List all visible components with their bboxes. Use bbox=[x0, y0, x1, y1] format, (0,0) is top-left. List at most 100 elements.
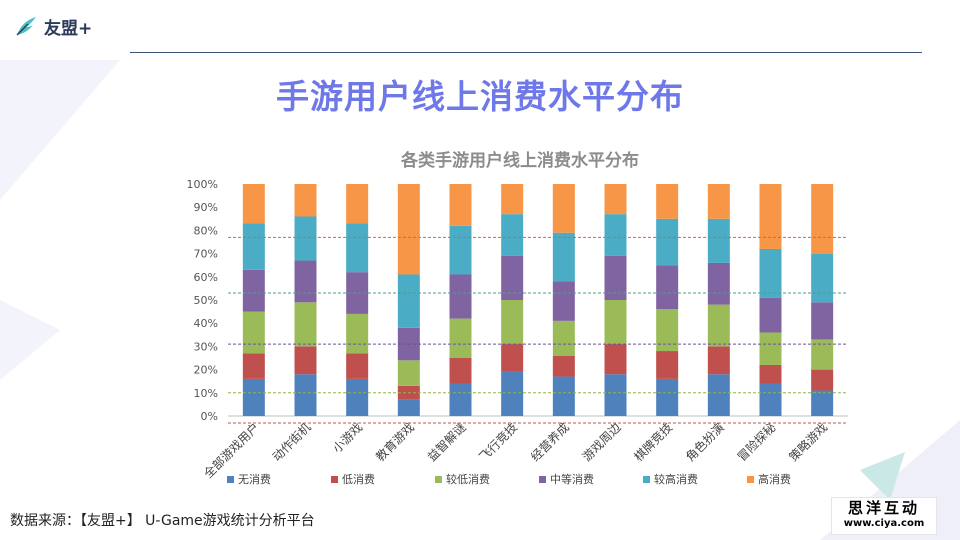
bar-segment bbox=[346, 223, 369, 273]
x-tick-label: 全部游戏用户 bbox=[200, 420, 262, 482]
page-title: 手游用户线上消费水平分布 bbox=[276, 77, 684, 116]
watermark-name: 思洋互动 bbox=[847, 499, 920, 517]
y-tick-label: 50% bbox=[194, 294, 218, 307]
y-tick-label: 30% bbox=[194, 340, 218, 353]
bar-segment bbox=[759, 364, 782, 384]
brand-logo: 友盟+ bbox=[14, 14, 92, 39]
x-tick-label: 棋牌竞技 bbox=[631, 420, 675, 464]
bar-segment bbox=[604, 214, 627, 256]
bar-segment bbox=[759, 332, 782, 365]
legend-swatch bbox=[539, 476, 546, 483]
bar-segment bbox=[811, 253, 834, 303]
x-tick-label: 益智解谜 bbox=[424, 420, 469, 465]
bar-segment bbox=[604, 374, 627, 416]
y-tick-label: 80% bbox=[194, 224, 218, 237]
legend-label: 中等消费 bbox=[550, 472, 594, 486]
y-tick-label: 0% bbox=[201, 410, 218, 423]
bar-segment bbox=[552, 184, 575, 233]
x-tick-label: 角色扮演 bbox=[682, 420, 727, 465]
bar-segment bbox=[656, 378, 679, 416]
legend-label: 无消费 bbox=[238, 472, 271, 486]
bar-segment bbox=[707, 374, 730, 416]
legend-label: 较低消费 bbox=[446, 472, 490, 486]
bar-segment bbox=[242, 223, 265, 270]
legend-swatch bbox=[227, 476, 234, 483]
bar-segment bbox=[707, 304, 730, 347]
bar-segment bbox=[346, 272, 369, 314]
x-tick-label: 飞行竞技 bbox=[476, 420, 520, 464]
bar-segment bbox=[604, 344, 627, 375]
y-tick-label: 70% bbox=[194, 248, 218, 261]
bar-segment bbox=[294, 260, 317, 303]
bar-segment bbox=[242, 311, 265, 354]
bar-segment bbox=[656, 218, 679, 266]
bar-segment bbox=[242, 184, 265, 224]
bar-segment bbox=[759, 297, 782, 333]
bar-segment bbox=[397, 399, 420, 416]
bar-segment bbox=[449, 225, 472, 275]
bar-segment bbox=[707, 262, 730, 305]
data-source-note: 数据来源：【友盟+】 U-Game游戏统计分析平台 bbox=[10, 513, 315, 529]
y-tick-label: 60% bbox=[194, 271, 218, 284]
bar-segment bbox=[294, 302, 317, 347]
bar-segment bbox=[811, 339, 834, 370]
bar-segment bbox=[552, 232, 575, 282]
bar-segment bbox=[552, 355, 575, 377]
bar-segment bbox=[397, 274, 420, 328]
bar-segment bbox=[604, 300, 627, 345]
bar-segment bbox=[346, 313, 369, 354]
x-tick-label: 动作街机 bbox=[270, 420, 314, 464]
bar-segment bbox=[656, 309, 679, 352]
bar-segment bbox=[552, 281, 575, 321]
bar-segment bbox=[242, 353, 265, 379]
x-tick-label: 经营养成 bbox=[527, 420, 572, 465]
legend-label: 低消费 bbox=[342, 472, 375, 486]
watermark-logo: 思洋互动 www.ciya.com bbox=[831, 497, 937, 535]
teal-triangle-decoration bbox=[860, 452, 905, 500]
legend-swatch bbox=[331, 476, 338, 483]
bar-segment bbox=[604, 184, 627, 215]
bar-segment bbox=[811, 369, 834, 391]
feather-logo-icon bbox=[16, 16, 36, 35]
bar-segment bbox=[707, 218, 730, 263]
bar-segment bbox=[294, 216, 317, 261]
x-tick-label: 小游戏 bbox=[330, 420, 365, 455]
y-tick-label: 90% bbox=[194, 201, 218, 214]
bar-segment bbox=[501, 371, 524, 416]
bar-segment bbox=[707, 184, 730, 219]
watermark-url: www.ciya.com bbox=[843, 518, 925, 529]
bar-segment bbox=[397, 184, 420, 275]
bar-segment bbox=[811, 302, 834, 340]
bar-segment bbox=[707, 346, 730, 375]
legend-label: 较高消费 bbox=[654, 472, 698, 486]
bar-segment bbox=[449, 383, 472, 416]
bar-segment bbox=[294, 346, 317, 375]
bar-segment bbox=[552, 376, 575, 416]
bar-segment bbox=[501, 255, 524, 300]
x-tick-label: 冒险探秘 bbox=[734, 420, 779, 465]
y-tick-label: 100% bbox=[187, 178, 218, 191]
y-tick-label: 20% bbox=[194, 364, 218, 377]
y-tick-label: 10% bbox=[194, 387, 218, 400]
chart-title: 各类手游用户线上消费水平分布 bbox=[400, 150, 639, 171]
bar-segment bbox=[449, 358, 472, 384]
bar-segment bbox=[656, 184, 679, 219]
bar-segment bbox=[294, 374, 317, 416]
bar-segment bbox=[242, 378, 265, 416]
bar-segment bbox=[449, 274, 472, 319]
bar-segment bbox=[294, 184, 317, 217]
bar-segment bbox=[552, 320, 575, 356]
bar-segment bbox=[242, 269, 265, 312]
legend-label: 高消费 bbox=[758, 472, 791, 486]
header-divider bbox=[130, 52, 922, 53]
bar-segment bbox=[759, 248, 782, 298]
brand-name: 友盟+ bbox=[44, 19, 93, 39]
x-tick-label: 策略游戏 bbox=[786, 420, 831, 465]
legend-swatch bbox=[435, 476, 442, 483]
bar-segment bbox=[604, 255, 627, 300]
bar-segment bbox=[449, 184, 472, 226]
bar-segment bbox=[501, 184, 524, 215]
bar-segment bbox=[346, 184, 369, 224]
bar-segment bbox=[811, 184, 834, 254]
